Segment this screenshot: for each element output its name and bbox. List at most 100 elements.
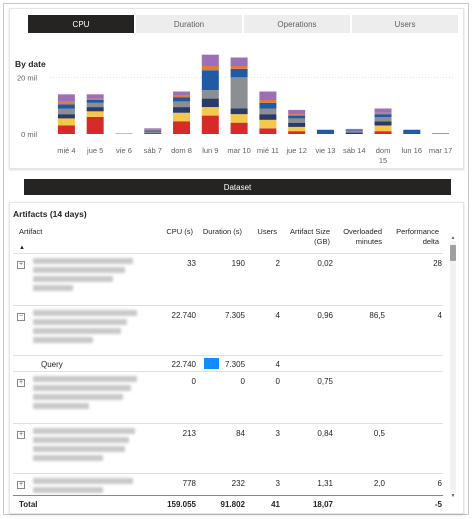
scroll-thumb[interactable]: [450, 245, 456, 261]
col-header-artifact[interactable]: Artifact: [19, 227, 43, 236]
bar-segment: [173, 107, 191, 113]
artifact-name-redacted: [33, 258, 137, 294]
tab-operations[interactable]: Operations: [244, 15, 350, 33]
table-row[interactable]: + 33 190 2 0,02 28: [13, 253, 443, 305]
scroll-down-icon[interactable]: ▼: [450, 493, 456, 499]
col-header-duration[interactable]: Duration (s): [202, 227, 242, 236]
bar-segment: [230, 68, 248, 78]
bar-segment: [57, 94, 75, 102]
bar-segment: [259, 119, 277, 129]
table-row[interactable]: + 213 84 3 0,84 0,5: [13, 423, 443, 473]
tab-users[interactable]: Users: [352, 15, 458, 33]
cell-users: 0: [275, 377, 280, 386]
bar-segment: [57, 114, 75, 119]
table-row[interactable]: + 0 0 0 0,75: [13, 371, 443, 423]
table-row[interactable]: − 22.740 7.305 4 0,96 86,5 4: [13, 305, 443, 355]
bar-segment: [57, 125, 75, 134]
bar-segment: [230, 77, 248, 109]
bar-segment: [374, 125, 392, 132]
expand-icon[interactable]: +: [17, 431, 25, 439]
collapse-icon[interactable]: −: [17, 313, 25, 321]
bar-segment: [374, 108, 392, 113]
x-tick-label: mié 11: [257, 146, 279, 155]
bar-segment: [288, 115, 306, 119]
cell-overloaded: 2,0: [373, 479, 385, 488]
bar-segment: [432, 133, 450, 134]
bar-segment: [115, 133, 133, 134]
x-tick-label: lun 9: [202, 146, 218, 155]
bar-segment: [230, 122, 248, 134]
bar-segment: [86, 94, 104, 99]
sort-ascending-icon[interactable]: ▲: [19, 245, 25, 251]
bar-segment: [288, 122, 306, 127]
bar-segment: [144, 128, 162, 130]
cell-users: 3: [275, 429, 280, 438]
bar-segment: [374, 114, 392, 117]
expand-icon[interactable]: +: [17, 481, 25, 489]
query-duration: 7.305: [225, 360, 246, 369]
total-duration: 91.802: [220, 500, 245, 509]
cell-cpu: 0: [191, 377, 196, 386]
total-artifact-size: 18,07: [312, 500, 333, 509]
bar-segment: [173, 101, 191, 108]
col-header-performance-line1: Performance: [396, 227, 439, 236]
bar-segment: [57, 108, 75, 115]
cell-duration: 7.305: [224, 311, 245, 320]
x-tick-label: jue 5: [86, 146, 103, 155]
bar-segment: [345, 128, 363, 131]
tab-cpu[interactable]: CPU: [28, 15, 134, 33]
cell-artifact-size: 0,75: [317, 377, 333, 386]
cell-duration: 0: [240, 377, 245, 386]
table-scrollbar[interactable]: ▲ ▼: [450, 235, 456, 499]
col-header-overloaded[interactable]: Overloaded minutes: [332, 227, 382, 247]
artifact-name-redacted: [33, 428, 137, 464]
col-header-performance-line2: delta: [422, 237, 439, 246]
bar-segment: [201, 54, 219, 66]
query-subrow[interactable]: Query 22.740 7.305 4: [13, 355, 443, 371]
scroll-up-icon[interactable]: ▲: [450, 235, 456, 241]
bar-segment: [374, 131, 392, 134]
bar-segment: [57, 118, 75, 126]
cell-artifact-size: 0,02: [317, 259, 333, 268]
cell-cpu: 778: [182, 479, 196, 488]
bar-segment: [259, 102, 277, 109]
bar-segment: [374, 112, 392, 115]
artifact-name-redacted: [33, 310, 137, 346]
col-header-users[interactable]: Users: [257, 227, 277, 236]
col-header-artifact-size[interactable]: Artifact Size (GB): [280, 227, 330, 247]
x-tick-label: dom 8: [171, 146, 192, 155]
table-row[interactable]: + 778 232 3 1,31 2,0 6: [13, 473, 443, 495]
duration-data-bar: [204, 358, 219, 369]
bar-segment: [201, 98, 219, 108]
bar-segment: [259, 91, 277, 100]
bar-segment: [345, 130, 363, 132]
col-header-cpu[interactable]: CPU (s): [166, 227, 193, 236]
bar-segment: [201, 90, 219, 99]
expand-icon[interactable]: +: [17, 379, 25, 387]
bar-segment: [201, 66, 219, 71]
dataset-header[interactable]: Dataset: [24, 179, 451, 195]
bar-segment: [144, 133, 162, 134]
col-header-performance[interactable]: Performance delta: [385, 227, 439, 247]
x-tick-label: mié 4: [57, 146, 75, 155]
bar-segment: [288, 118, 306, 123]
cell-artifact-size: 1,31: [317, 479, 333, 488]
bar-segment: [173, 91, 191, 96]
query-cpu: 22.740: [171, 360, 196, 369]
cell-users: 2: [275, 259, 280, 268]
cell-performance: 6: [437, 479, 442, 488]
cell-artifact-size: 0,84: [317, 429, 333, 438]
cpu-chart-card: CPU Duration Operations Users By date 0 …: [9, 8, 464, 169]
total-row: Total 159.055 91.802 41 18,07 -5: [13, 495, 443, 513]
bar-segment: [230, 57, 248, 66]
cell-duration: 84: [236, 429, 245, 438]
bar-segment: [345, 132, 363, 134]
tab-duration[interactable]: Duration: [136, 15, 242, 33]
bar-segment: [57, 101, 75, 105]
cell-overloaded: 86,5: [369, 311, 385, 320]
bar-segment: [201, 70, 219, 91]
expand-icon[interactable]: +: [17, 261, 25, 269]
bar-segment: [230, 108, 248, 115]
bar-segment: [173, 112, 191, 122]
query-label: Query: [41, 360, 63, 369]
